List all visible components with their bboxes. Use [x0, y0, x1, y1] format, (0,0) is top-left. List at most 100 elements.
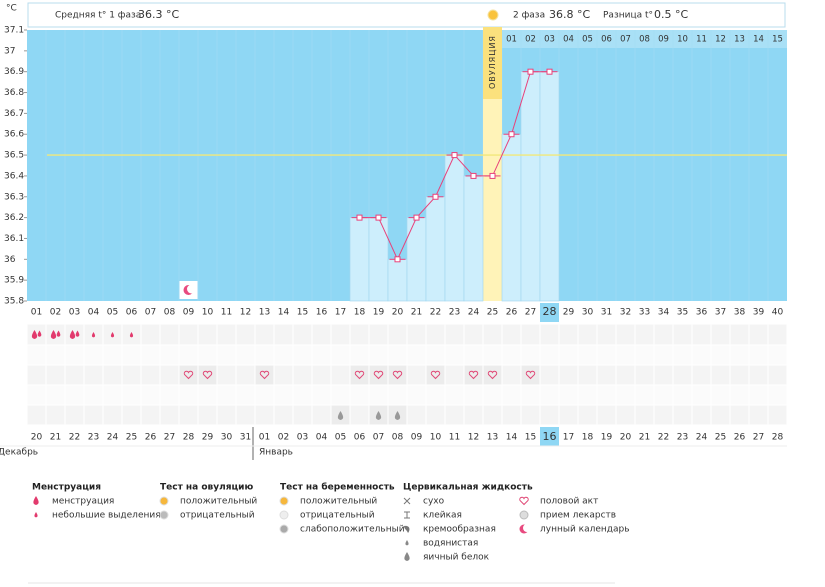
legend-item: половой акт [540, 497, 598, 507]
phase1-value: 36.3 °C [138, 8, 179, 21]
symbol-cell [217, 385, 236, 405]
symbol-cell [540, 385, 559, 405]
day-label: 07 [145, 308, 156, 318]
symbol-cell [749, 324, 768, 345]
symbol-cell [46, 385, 65, 405]
month-label: Январь [259, 448, 293, 458]
heart-cell [179, 365, 198, 385]
symbol-cell [160, 385, 179, 405]
menstruation-icon [69, 330, 76, 339]
temperature-bar [501, 133, 522, 302]
legend-icon [159, 510, 169, 520]
symbol-cell [654, 405, 673, 425]
legend-item: положительный [180, 497, 257, 507]
legend-title: Менструация [32, 483, 101, 493]
temperature-bar [425, 196, 446, 302]
symbol-cell [464, 345, 483, 365]
symbol-cell [217, 365, 236, 385]
symbol-cell [426, 324, 445, 345]
temperature-bar [368, 217, 389, 302]
legend-icon [404, 525, 410, 533]
symbol-cell [445, 345, 464, 365]
symbol-cell [768, 385, 787, 405]
symbol-cell [692, 385, 711, 405]
temperature-point [546, 68, 553, 75]
symbol-cell [236, 405, 255, 425]
symbol-cell [350, 405, 369, 425]
symbol-cell [388, 345, 407, 365]
y-tick-label: 37 [4, 46, 15, 56]
heart-icon [430, 370, 441, 380]
symbol-cell [521, 324, 540, 345]
temperature-bar [539, 71, 560, 302]
spotting-icon [110, 332, 115, 338]
y-tick-label: 36 [4, 255, 16, 265]
day-label: 20 [392, 308, 404, 318]
date-label: 09 [411, 433, 423, 443]
symbol-cell [274, 405, 293, 425]
heart-cell [426, 365, 445, 385]
luteal-day-label: 08 [639, 35, 650, 45]
symbol-cell [616, 385, 635, 405]
symbol-cell [255, 324, 274, 345]
luteal-day-label: 01 [506, 35, 517, 45]
temperature-point [356, 214, 363, 221]
temperature-point [413, 214, 420, 221]
symbol-cell [597, 365, 616, 385]
symbol-cell [122, 405, 141, 425]
legend-item: менструация [52, 497, 114, 507]
legend-item: положительный [300, 497, 377, 507]
symbol-cell [597, 345, 616, 365]
heart-icon [373, 370, 384, 380]
symbol-cell [654, 385, 673, 405]
date-label: 20 [620, 433, 632, 443]
date-label: 02 [278, 433, 289, 443]
y-tick-label: 36.6 [4, 130, 24, 140]
date-label: 21 [639, 433, 650, 443]
symbol-cell [711, 385, 730, 405]
y-tick-label: 36.7 [4, 109, 24, 119]
symbol-cell [179, 345, 198, 365]
symbol-cell [160, 405, 179, 425]
day-label: 04 [88, 308, 100, 318]
symbol-cell [274, 324, 293, 345]
symbol-cell [559, 345, 578, 365]
symbol-cell [179, 405, 198, 425]
symbol-cell [768, 365, 787, 385]
day-label: 40 [772, 308, 784, 318]
symbol-cell [312, 405, 331, 425]
symbol-cell [407, 345, 426, 365]
y-tick-label: 36.4 [4, 171, 24, 181]
symbol-cell [293, 365, 312, 385]
legend-title: Цервикальная жидкость [403, 483, 533, 493]
symbol-cell [160, 324, 179, 345]
symbol-cell [65, 385, 84, 405]
date-label: 05 [335, 433, 346, 443]
symbol-cell [426, 385, 445, 405]
luteal-day-label: 03 [544, 35, 555, 45]
phase1-label: Средняя t° 1 фаза [55, 11, 141, 21]
symbol-cell [768, 324, 787, 345]
date-label: 12 [468, 433, 479, 443]
menstruation-icon [31, 330, 38, 339]
date-label: 10 [430, 433, 442, 443]
symbol-cell [46, 345, 65, 365]
symbol-cell [312, 345, 331, 365]
spotting-icon [129, 332, 134, 338]
symbol-cell [27, 405, 46, 425]
date-label: 20 [31, 433, 43, 443]
symbol-cell [483, 385, 502, 405]
day-label: 27 [525, 308, 536, 318]
symbol-cell [141, 385, 160, 405]
y-tick-label: 36.5 [4, 151, 24, 161]
symbol-cell [236, 345, 255, 365]
symbol-cell [749, 365, 768, 385]
symbol-cell [369, 345, 388, 365]
symbol-cell [635, 365, 654, 385]
symbol-cell [84, 385, 103, 405]
luteal-day-label: 02 [525, 35, 536, 45]
symbol-cell [331, 385, 350, 405]
symbol-cell [369, 385, 388, 405]
symbol-cell [312, 385, 331, 405]
date-label: 22 [658, 433, 669, 443]
